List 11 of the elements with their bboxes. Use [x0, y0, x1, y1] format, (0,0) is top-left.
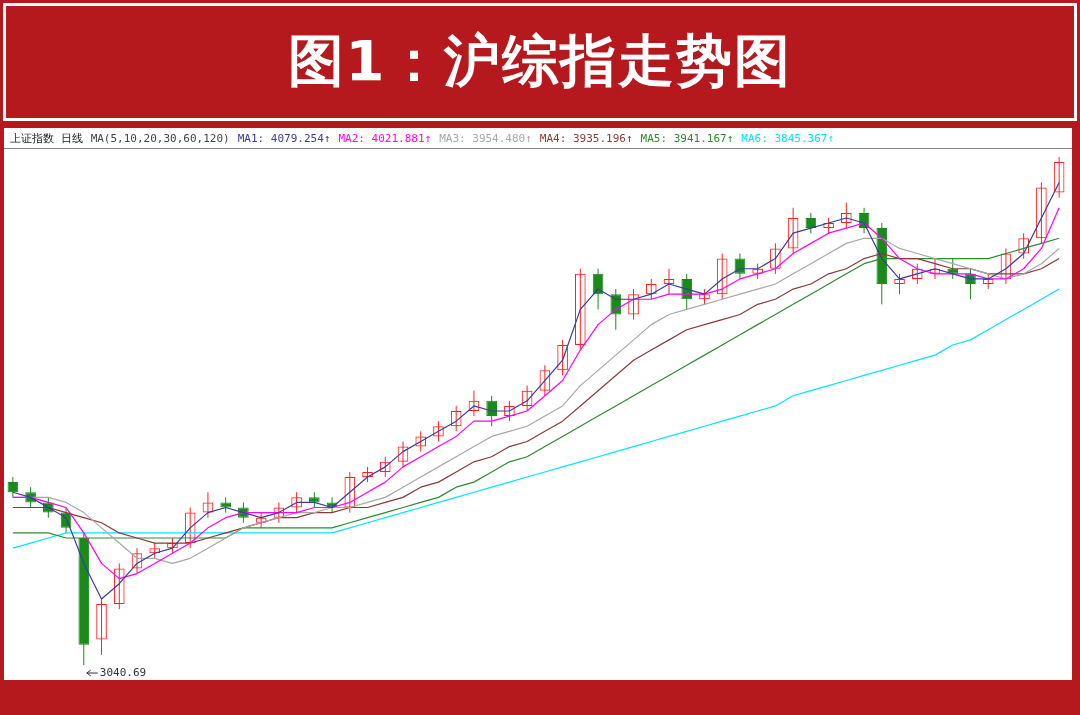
chart-subtitle: 上证指数 日线: [10, 130, 83, 146]
text: MA6: 3845.367↑: [741, 131, 835, 145]
text: 3040.69: [99, 665, 147, 679]
candlestick: [7, 476, 19, 498]
text: MA4: 3935.196↑: [539, 131, 633, 145]
text: MA3: 3954.480↑: [439, 131, 532, 145]
text: MA5: 3941.167↑: [640, 131, 734, 145]
text: MA2: 4021.881↑: [338, 131, 432, 145]
legend-title: MA(5,10,20,30,60,120): [90, 131, 230, 145]
chart-title: 图1：沪综指走势图: [287, 27, 793, 95]
text: MA1: 4079.254↑: [237, 131, 331, 145]
